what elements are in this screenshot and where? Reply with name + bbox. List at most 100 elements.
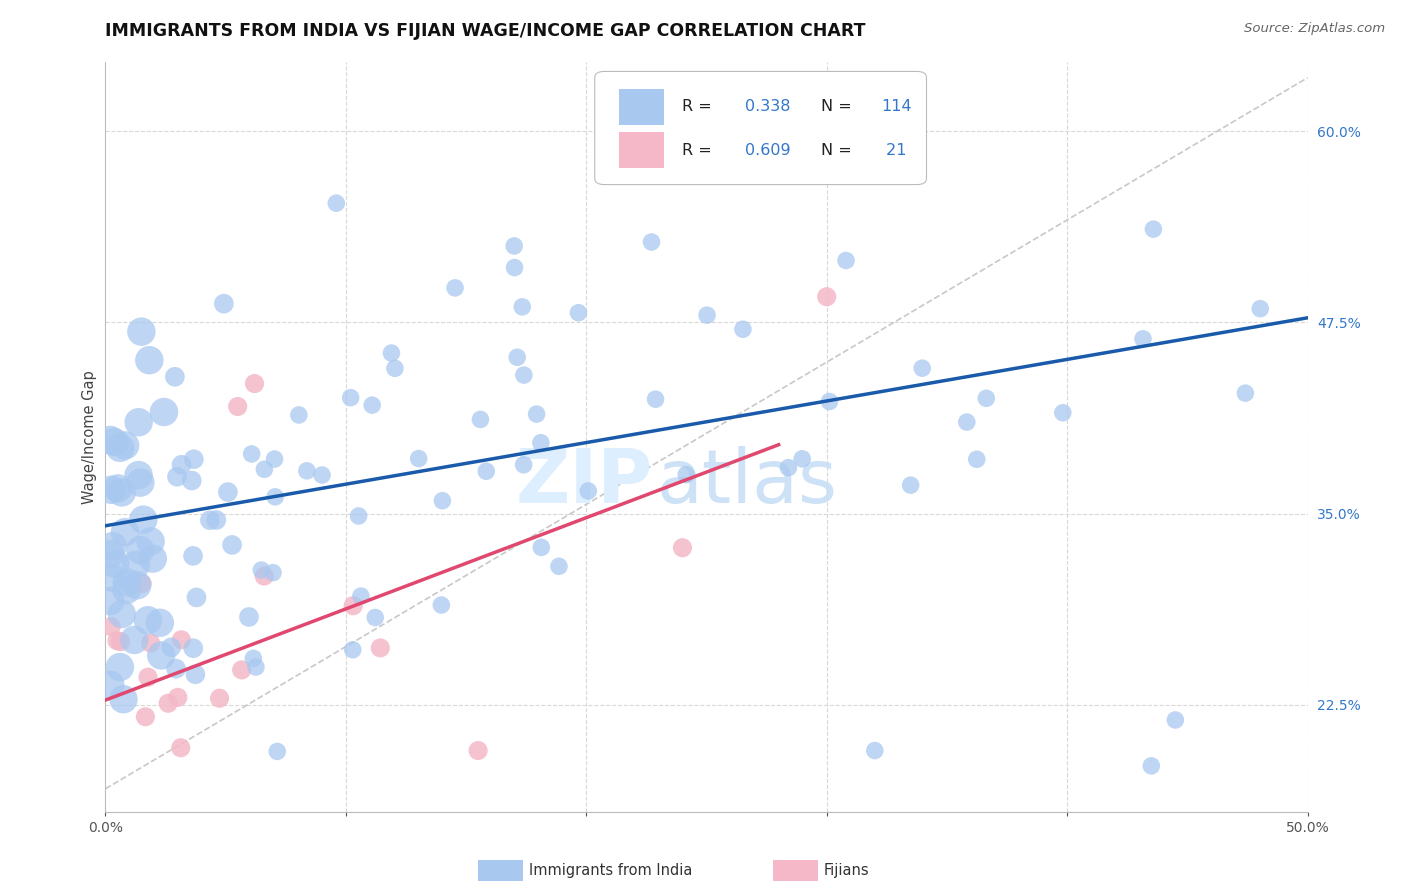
Point [513, 368, 536, 383]
Point [132, 513, 155, 527]
Point [183, 452, 205, 467]
Point [122, 632, 145, 647]
Point [180, 474, 202, 488]
Point [98, 547, 121, 561]
Point [166, 469, 188, 483]
Point [548, 559, 571, 574]
Point [129, 543, 152, 558]
Point [364, 610, 387, 624]
Point [818, 394, 841, 409]
Point [974, 392, 997, 406]
Point [966, 452, 988, 467]
Point [149, 615, 172, 630]
Point [115, 582, 138, 597]
Point [696, 308, 718, 322]
Point [250, 563, 273, 577]
Point [115, 575, 138, 590]
Point [198, 513, 221, 527]
Text: N =: N = [821, 143, 852, 158]
Point [226, 400, 249, 414]
Point [1234, 386, 1257, 401]
Point [153, 405, 176, 419]
Point [245, 660, 267, 674]
Point [181, 549, 204, 563]
Point [110, 634, 132, 648]
Point [105, 633, 128, 648]
Point [467, 743, 489, 757]
Point [184, 667, 207, 681]
Point [444, 281, 467, 295]
Text: Immigrants from India: Immigrants from India [529, 863, 692, 878]
Point [350, 589, 373, 603]
Point [101, 571, 124, 585]
FancyBboxPatch shape [595, 71, 927, 185]
Bar [619, 88, 665, 125]
Text: 0.609: 0.609 [745, 143, 790, 158]
Point [264, 490, 287, 504]
Point [170, 458, 193, 472]
Point [671, 541, 693, 555]
Point [863, 743, 886, 757]
Bar [619, 132, 665, 168]
Point [108, 660, 131, 674]
Point [567, 306, 589, 320]
Point [530, 541, 553, 555]
Point [311, 468, 333, 483]
Point [368, 640, 391, 655]
Point [530, 435, 553, 450]
Text: 21: 21 [880, 143, 907, 158]
Text: N =: N = [821, 99, 852, 114]
Point [100, 483, 122, 497]
Text: atlas: atlas [657, 445, 837, 518]
Point [640, 235, 662, 249]
Point [835, 253, 858, 268]
Point [128, 415, 150, 429]
Point [231, 663, 253, 677]
Y-axis label: Wage/Income Gap: Wage/Income Gap [82, 370, 97, 504]
Point [98, 678, 121, 692]
Point [408, 451, 430, 466]
Point [104, 557, 127, 571]
Point [240, 447, 263, 461]
Point [1142, 222, 1164, 236]
Point [253, 462, 276, 476]
Point [212, 296, 235, 310]
Point [128, 468, 150, 483]
Point [136, 613, 159, 627]
Point [114, 438, 136, 452]
Point [430, 598, 453, 612]
Point [470, 412, 492, 426]
Text: Fijians: Fijians [824, 863, 869, 878]
Point [526, 407, 548, 421]
Point [103, 435, 125, 450]
Point [506, 351, 529, 365]
Point [900, 478, 922, 492]
Point [163, 369, 186, 384]
Point [1052, 406, 1074, 420]
Text: ZIP: ZIP [515, 445, 652, 518]
Point [131, 576, 153, 591]
Point [731, 322, 754, 336]
Point [136, 670, 159, 684]
Point [181, 641, 204, 656]
Point [347, 508, 370, 523]
Point [339, 391, 361, 405]
Point [114, 525, 136, 540]
Point [112, 692, 135, 706]
Point [778, 460, 800, 475]
Point [503, 239, 526, 253]
Point [166, 690, 188, 705]
Point [205, 513, 228, 527]
Point [911, 361, 934, 376]
Point [644, 392, 666, 407]
Text: R =: R = [682, 99, 713, 114]
Point [134, 710, 156, 724]
Point [138, 353, 160, 368]
Text: Source: ZipAtlas.com: Source: ZipAtlas.com [1244, 22, 1385, 36]
Point [384, 361, 406, 376]
Point [98, 433, 121, 447]
Point [100, 620, 122, 634]
Point [139, 636, 162, 650]
Point [127, 578, 149, 592]
Text: R =: R = [682, 143, 713, 158]
